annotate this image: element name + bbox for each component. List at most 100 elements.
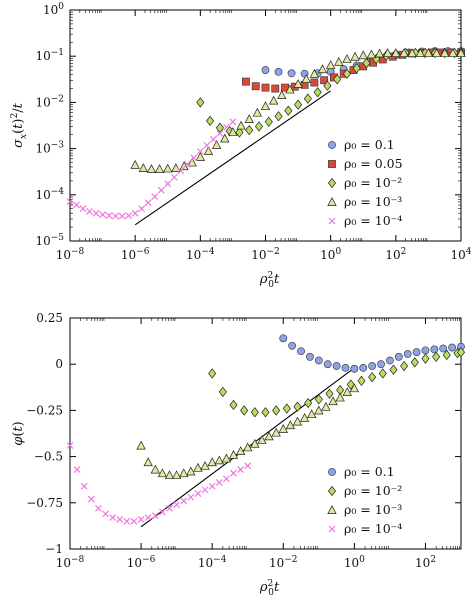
data-point — [297, 347, 305, 356]
data-point — [87, 495, 95, 503]
data-point — [250, 407, 259, 418]
x-tick-label: 10−6 — [127, 555, 156, 570]
data-point — [194, 490, 202, 497]
data-point — [222, 475, 230, 483]
data-point — [250, 438, 260, 448]
data-point — [215, 479, 223, 486]
data-point — [314, 405, 324, 415]
series-1 — [208, 347, 466, 418]
y-tick-label: −0.25 — [26, 403, 63, 417]
series-3 — [66, 442, 252, 525]
data-point — [442, 349, 451, 361]
data-point — [285, 420, 296, 430]
data-point — [252, 107, 263, 117]
data-point — [243, 442, 253, 452]
data-point — [400, 360, 409, 372]
data-point — [240, 405, 249, 416]
data-point — [171, 163, 181, 172]
y-tick-label: −0.5 — [34, 450, 63, 464]
y-axis-label: σx(t)2/t — [10, 102, 29, 147]
series-4 — [66, 118, 237, 220]
data-point — [325, 388, 334, 399]
data-point — [216, 129, 224, 137]
data-point — [137, 516, 145, 523]
data-point — [73, 466, 81, 473]
legend-marker — [327, 505, 337, 514]
x-tick-label: 104 — [450, 247, 471, 262]
data-point — [293, 79, 303, 88]
x-tick-label: 100 — [344, 555, 365, 570]
data-point — [448, 343, 457, 352]
data-point — [236, 120, 246, 130]
data-point — [180, 497, 188, 505]
x-tick-label: 10−8 — [56, 555, 85, 570]
data-point — [332, 362, 341, 370]
y-tick-label: −0.75 — [26, 496, 63, 510]
legend-label: ρ₀ = 10⁻³ — [344, 502, 402, 517]
data-point — [151, 193, 159, 201]
data-point — [325, 60, 336, 69]
data-point — [261, 407, 270, 418]
reference-line — [134, 90, 331, 226]
data-point — [177, 167, 185, 175]
data-point — [164, 180, 172, 188]
data-point — [229, 118, 237, 126]
data-point — [116, 516, 124, 523]
data-point — [95, 504, 102, 512]
data-point — [125, 212, 133, 220]
legend-label: ρ₀ = 10⁻³ — [344, 194, 402, 209]
data-point — [292, 416, 303, 426]
data-point — [352, 63, 361, 74]
data-point — [164, 470, 175, 480]
top-chart: 10−8 10−6 10−4 10−2 100 102 104 10−5 10−4 10−3 10−… — [10, 2, 472, 290]
data-point — [99, 211, 107, 219]
x-tick-label: 10−6 — [121, 247, 150, 262]
data-point — [151, 512, 159, 520]
data-point — [386, 356, 394, 365]
data-point — [228, 449, 239, 459]
data-point — [415, 48, 425, 57]
data-point — [183, 160, 191, 168]
data-point — [309, 68, 320, 78]
data-point — [323, 360, 332, 369]
x-axis-label: ρ2 0t — [259, 271, 280, 290]
data-point — [215, 122, 224, 133]
data-point — [203, 146, 214, 155]
data-point — [391, 48, 401, 57]
data-point — [144, 199, 152, 207]
data-point — [342, 68, 352, 79]
data-point — [261, 66, 270, 74]
data-point — [131, 209, 139, 217]
data-point — [287, 69, 296, 78]
y-tick-label: 0.25 — [36, 311, 63, 325]
data-point — [407, 48, 417, 57]
y-axis-label: φ(t) — [11, 421, 26, 446]
series-2 — [136, 383, 360, 480]
data-point — [423, 48, 434, 57]
data-point — [211, 140, 222, 149]
data-point — [92, 209, 100, 217]
data-point — [195, 152, 206, 161]
bottom-chart: 10−8 10−6 10−4 10−2 100 102 0.25 0 −0.25 −0.5 −0.7… — [11, 311, 466, 598]
data-point — [440, 48, 450, 57]
y-tick-label: 10−3 — [35, 141, 64, 156]
data-point — [399, 48, 409, 57]
x-axis-label: ρ2 0t — [259, 579, 280, 598]
data-point — [166, 504, 173, 512]
data-point — [394, 352, 403, 361]
data-point — [403, 350, 412, 358]
data-point — [112, 212, 120, 220]
data-point — [196, 147, 204, 155]
data-point — [313, 87, 322, 98]
data-point — [350, 364, 359, 373]
data-point — [196, 97, 205, 108]
legend-marker — [328, 217, 336, 225]
data-point — [314, 356, 323, 365]
data-point — [118, 212, 126, 220]
data-point — [310, 78, 319, 87]
data-point — [431, 48, 442, 57]
data-point — [66, 198, 74, 206]
data-point — [187, 493, 195, 501]
legend-label: ρ₀ = 10⁻⁴ — [344, 213, 402, 228]
